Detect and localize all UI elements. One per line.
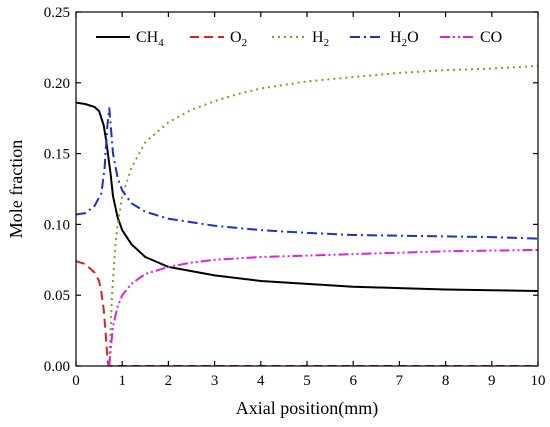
legend-item-h2: H2: [272, 29, 329, 49]
plot-frame: [75, 11, 539, 367]
x-tick-label: 0: [72, 373, 80, 389]
x-axis-label: Axial position(mm): [236, 398, 379, 419]
x-tick-label: 5: [303, 373, 311, 389]
y-tick-label: 0.05: [44, 288, 70, 304]
y-tick-label: 0.00: [44, 359, 70, 375]
x-tick-label: 3: [211, 373, 219, 389]
legend-label: H2O: [390, 29, 419, 49]
legend-item-co: CO: [440, 29, 502, 46]
x-tick-label: 8: [442, 373, 450, 389]
y-tick-label: 0.20: [44, 76, 70, 92]
y-tick-label: 0.15: [44, 147, 70, 163]
series-line-o2: [76, 260, 538, 366]
x-tick-label: 6: [349, 373, 357, 389]
x-tick-label: 1: [118, 373, 126, 389]
legend-label: CO: [480, 29, 502, 46]
x-tick-label: 10: [531, 373, 546, 389]
series-line-co: [108, 248, 538, 366]
series-line-h2o: [76, 107, 538, 240]
axes-layer: 0 1 2 3 4 5 6 7 8 9 10 0.00 0.05 0.10 0.15 0.20 0.25: [44, 5, 546, 389]
x-tick-label: 9: [488, 373, 496, 389]
legend: CH4 O2 H2 H2O CO: [96, 29, 502, 49]
series-line-h2: [108, 64, 538, 366]
legend-label: H2: [312, 29, 329, 49]
y-axis-label: Mole fraction: [6, 140, 26, 238]
legend-label: O2: [230, 29, 247, 49]
x-tick-label: 7: [396, 373, 404, 389]
x-tick-label: 4: [257, 373, 265, 389]
legend-item-o2: O2: [190, 29, 247, 49]
x-tick-label: 2: [165, 373, 173, 389]
y-tick-label: 0.25: [44, 5, 70, 21]
legend-item-h2o: H2O: [350, 29, 419, 49]
y-tick-label: 0.10: [44, 217, 70, 233]
legend-label: CH4: [136, 29, 164, 49]
series-line-ch4: [76, 101, 538, 292]
series-layer: [76, 64, 538, 366]
legend-item-ch4: CH4: [96, 29, 164, 49]
